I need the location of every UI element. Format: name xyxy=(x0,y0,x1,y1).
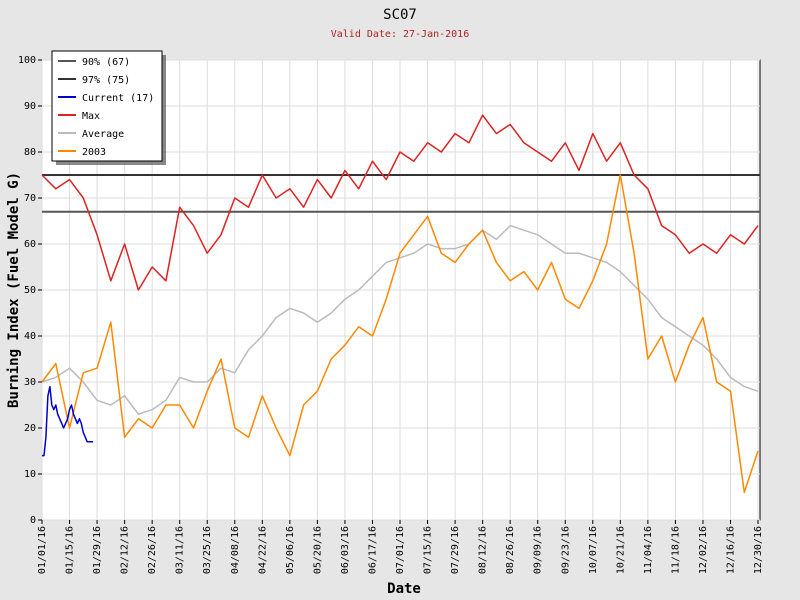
x-tick-label: 02/26/16 xyxy=(147,526,158,574)
chart-subtitle: Valid Date: 27-Jan-2016 xyxy=(331,29,469,40)
x-tick-label: 03/11/16 xyxy=(175,526,186,574)
x-tick-label: 06/17/16 xyxy=(367,526,378,574)
legend-label: 2003 xyxy=(82,147,106,158)
x-tick-label: 07/29/16 xyxy=(450,526,461,574)
series-line xyxy=(42,385,94,457)
x-tick-label: 04/08/16 xyxy=(230,526,241,574)
y-tick-label: 50 xyxy=(24,285,36,296)
legend-label: Current (17) xyxy=(82,93,154,104)
y-axis-label: Burning Index (Fuel Model G) xyxy=(6,172,22,408)
legend: 90% (67) 97% (75) Current (17) Max Average 20… xyxy=(51,50,166,165)
series-line xyxy=(41,114,759,291)
x-tick-label: 09/23/16 xyxy=(560,526,571,574)
x-tick-label: 10/21/16 xyxy=(615,526,626,574)
legend-label: 97% (75) xyxy=(82,75,130,86)
y-tick-label: 90 xyxy=(24,101,36,112)
y-tick-label: 70 xyxy=(24,193,36,204)
x-tick-label: 04/22/16 xyxy=(257,526,268,574)
x-tick-label: 07/01/16 xyxy=(395,526,406,574)
x-tick-label: 08/12/16 xyxy=(478,526,489,574)
series-lines xyxy=(41,114,759,494)
x-tick-label: 07/15/16 xyxy=(423,526,434,574)
chart-title: SC07 xyxy=(383,7,417,23)
y-tick-label: 0 xyxy=(30,515,36,526)
reference-lines xyxy=(42,174,760,213)
legend-label: Max xyxy=(82,111,100,122)
x-tick-label: 12/02/16 xyxy=(698,526,709,574)
y-tick-label: 80 xyxy=(24,147,36,158)
x-tick-label: 01/01/16 xyxy=(37,526,48,574)
y-axis: 0 10 20 30 40 50 60 70 80 90 100 xyxy=(18,55,42,526)
y-tick-label: 10 xyxy=(24,469,36,480)
x-tick-label: 05/06/16 xyxy=(285,526,296,574)
legend-label: 90% (67) xyxy=(82,57,130,68)
y-tick-label: 100 xyxy=(18,55,36,66)
x-tick-label: 12/16/16 xyxy=(725,526,736,574)
y-tick-label: 60 xyxy=(24,239,36,250)
y-tick-label: 30 xyxy=(24,377,36,388)
x-axis: 01/01/16 01/15/16 01/29/16 02/12/16 02/26/16… xyxy=(37,520,764,574)
x-tick-label: 08/26/16 xyxy=(505,526,516,574)
series-line xyxy=(41,174,759,494)
x-tick-label: 02/12/16 xyxy=(120,526,131,574)
x-tick-label: 01/29/16 xyxy=(92,526,103,574)
x-tick-label: 11/18/16 xyxy=(670,526,681,574)
x-axis-label: Date xyxy=(387,581,421,597)
x-tick-label: 12/30/16 xyxy=(753,526,764,574)
x-tick-label: 09/09/16 xyxy=(533,526,544,574)
legend-box xyxy=(51,50,163,162)
legend-items: 90% (67) 97% (75) Current (17) Max Average 20… xyxy=(58,57,154,158)
x-tick-label: 05/20/16 xyxy=(312,526,323,574)
x-tick-label: 01/15/16 xyxy=(65,526,76,574)
y-tick-label: 40 xyxy=(24,331,36,342)
x-tick-label: 03/25/16 xyxy=(202,526,213,574)
x-tick-label: 06/03/16 xyxy=(340,526,351,574)
x-tick-label: 11/04/16 xyxy=(643,526,654,574)
y-tick-label: 20 xyxy=(24,423,36,434)
x-tick-label: 10/07/16 xyxy=(588,526,599,574)
legend-label: Average xyxy=(82,129,124,140)
